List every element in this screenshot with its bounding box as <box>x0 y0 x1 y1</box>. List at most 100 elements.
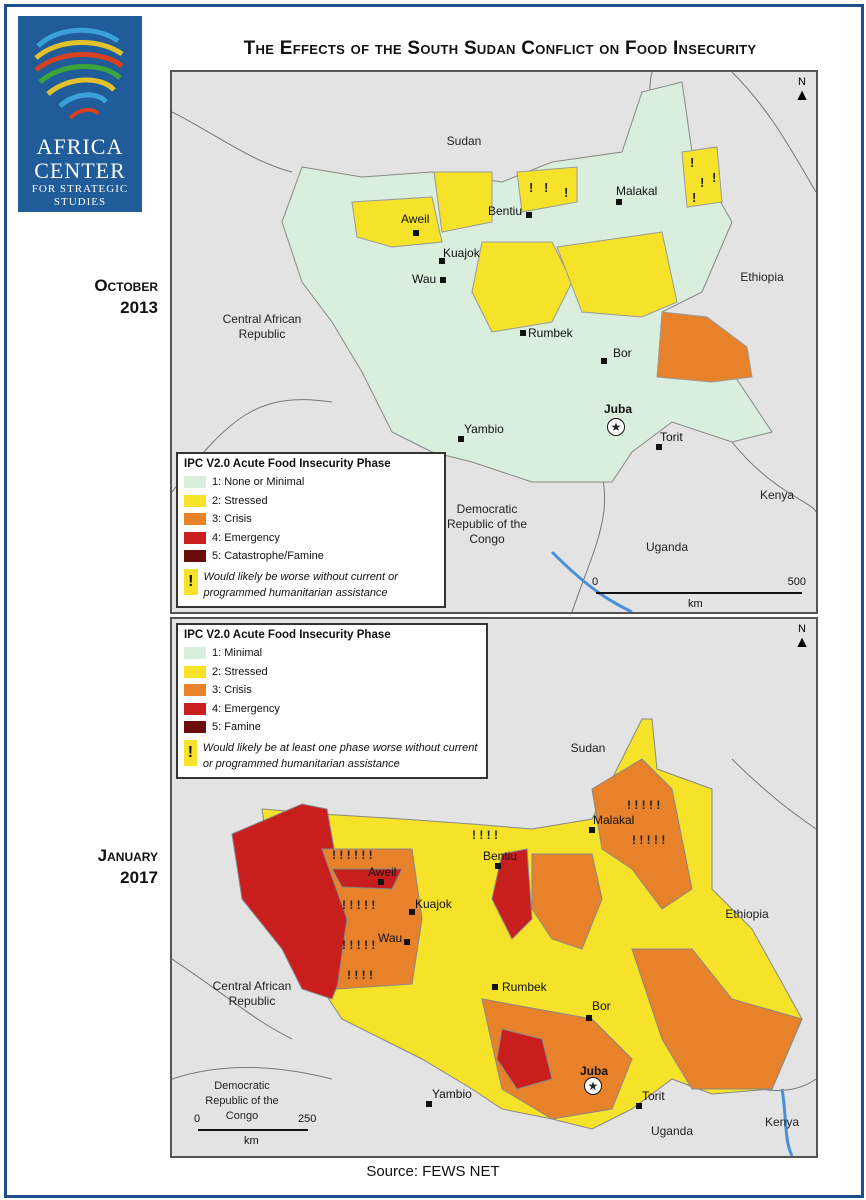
north-arrow-glyph: ▲ <box>794 87 810 104</box>
stressed-zone-maban <box>681 146 723 208</box>
capital-star-icon: ★ <box>584 1077 602 1095</box>
emergency-zone-unity <box>491 848 533 940</box>
period-year: 2013 <box>120 298 158 317</box>
legend-swatch <box>184 721 206 734</box>
city-dot <box>589 827 595 833</box>
svg-text:!: ! <box>700 175 704 190</box>
logo-line-2: CENTER <box>34 158 126 183</box>
city-torit: Torit <box>636 1089 665 1109</box>
city-juba: Juba <box>604 402 632 416</box>
city-name: Rumbek <box>528 326 573 340</box>
period-month: January <box>97 846 158 865</box>
country-label-sudan: Sudan <box>446 134 482 148</box>
city-dot <box>636 1103 642 1109</box>
svg-text:! ! ! !: ! ! ! ! <box>472 828 498 842</box>
legend-label: 2: Stressed <box>212 494 268 507</box>
country-label-kenya: Kenya <box>759 488 795 502</box>
city-name: Yambio <box>464 422 504 436</box>
city-dot <box>440 277 446 283</box>
svg-text:!: ! <box>692 190 696 205</box>
stressed-zone-central <box>471 241 573 333</box>
city-dot <box>378 879 384 885</box>
city-bor: Bor <box>601 346 632 364</box>
north-arrow-glyph: ▲ <box>794 634 810 651</box>
city-name: Aweil <box>368 865 397 879</box>
city-name: Bentiu <box>488 204 523 218</box>
legend-swatch <box>184 513 206 526</box>
legend-label: 5: Catastrophe/Famine <box>212 550 324 563</box>
country-label-car: Central African Republic <box>212 979 292 1008</box>
city-yambio: Yambio <box>458 422 504 442</box>
city-malakal: Malakal <box>589 813 635 833</box>
north-arrow-icon: N ▲ <box>794 623 810 651</box>
legend-swatch <box>184 647 206 660</box>
scale-unit: km <box>688 598 703 610</box>
svg-text:!: ! <box>529 180 533 195</box>
legend-label: 1: Minimal <box>212 647 263 660</box>
scale-start: 0 <box>592 576 599 588</box>
scale-line <box>198 1129 308 1131</box>
city-name: Wau <box>378 931 403 945</box>
logo-line-4: STUDIES <box>53 196 107 208</box>
city-name: Juba <box>604 402 633 416</box>
country-label-car: Central African Republic <box>222 312 302 341</box>
city-dot <box>426 1101 432 1107</box>
svg-text:!: ! <box>712 170 716 185</box>
city-dot <box>601 358 607 364</box>
legend-swatch <box>184 494 206 507</box>
city-name: Rumbek <box>502 980 547 994</box>
emergency-zone-yei <box>496 1028 553 1090</box>
legend-item-phase-4: 4: Emergency <box>184 700 486 719</box>
north-arrow-icon: N ▲ <box>794 76 810 104</box>
country-label-ethiopia: Ethiopia <box>740 270 784 284</box>
city-kuajok: Kuajok <box>409 897 452 915</box>
city-aweil: Aweil <box>401 212 430 236</box>
city-name: Torit <box>660 430 683 444</box>
country-label-uganda: Uganda <box>645 540 689 554</box>
city-name: Wau <box>412 272 437 286</box>
legend-title: IPC V2.0 Acute Food Insecurity Phase <box>184 629 391 641</box>
crisis-zone-upper-nile <box>591 758 693 910</box>
logo-line-3: FOR STRATEGIC <box>31 183 129 195</box>
city-aweil: Aweil <box>368 865 397 885</box>
svg-text:! ! ! ! ! !: ! ! ! ! ! ! <box>332 848 373 862</box>
svg-text:!: ! <box>690 155 694 170</box>
city-dot <box>413 230 419 236</box>
legend-item-phase-3: 3: Crisis <box>184 681 486 700</box>
city-name: Bentiu <box>483 849 518 863</box>
source-credit: Source: FEWS NET <box>366 1163 500 1180</box>
legend-item-phase-1: 1: Minimal <box>184 644 486 663</box>
city-name: Kuajok <box>443 246 480 260</box>
city-dot <box>656 444 662 450</box>
legend-label: 4: Emergency <box>212 702 280 715</box>
legend-note: ! Would likely be worse without current … <box>184 568 438 601</box>
period-label-bottom: January 2017 <box>40 845 158 889</box>
city-name: Juba <box>580 1064 609 1078</box>
legend-label: 3: Crisis <box>212 513 252 526</box>
city-dot <box>586 1015 592 1021</box>
capital-star-icon: ★ <box>607 418 625 436</box>
country-label-drc: Democratic Republic of the Congo <box>446 502 528 546</box>
stressed-zone-bentiu <box>516 166 578 213</box>
legend-note-text: Would likely be worse without current or… <box>203 570 398 599</box>
country-label-uganda: Uganda <box>650 1124 694 1138</box>
map-panel-january-2017: ! ! ! ! ! ! ! ! ! ! ! ! ! ! ! ! ! ! ! ! … <box>170 617 818 1158</box>
city-bor: Bor <box>586 999 611 1021</box>
country-label-sudan: Sudan <box>570 741 606 755</box>
legend-item-phase-2: 2: Stressed <box>184 663 486 682</box>
city-dot <box>616 199 622 205</box>
stressed-zone-abyei <box>433 171 493 233</box>
city-dot <box>439 258 445 264</box>
city-dot <box>404 939 410 945</box>
crisis-zone-pibor <box>656 311 753 383</box>
city-name: Aweil <box>401 212 430 226</box>
crisis-zone-jonglei <box>531 853 603 950</box>
city-name: Bor <box>592 999 611 1013</box>
svg-text:! ! ! ! !: ! ! ! ! ! <box>632 833 665 847</box>
city-name: Malakal <box>593 813 635 827</box>
legend-swatch <box>184 550 206 563</box>
legend-swatch <box>184 665 206 678</box>
city-rumbek: Rumbek <box>492 980 547 994</box>
city-dot <box>495 863 501 869</box>
period-label-top: October 2013 <box>40 275 158 319</box>
